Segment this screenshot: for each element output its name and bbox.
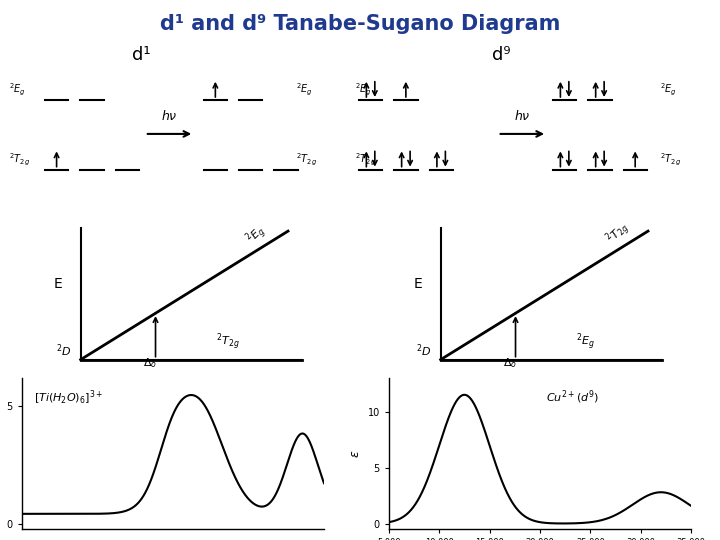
Text: d⁹: d⁹	[492, 46, 510, 64]
Text: $^2E_g$: $^2E_g$	[355, 82, 372, 98]
Text: $^2D$: $^2D$	[415, 342, 431, 359]
Text: $^2E_g$: $^2E_g$	[576, 330, 595, 352]
Text: $^2T_{2g}$: $^2T_{2g}$	[602, 217, 634, 249]
Text: $^2E_g$: $^2E_g$	[9, 82, 25, 98]
Text: $^2E_g$: $^2E_g$	[242, 221, 270, 249]
Text: $^2D$: $^2D$	[55, 342, 71, 359]
Text: $^2T_{2g}$: $^2T_{2g}$	[9, 152, 30, 168]
Text: $^2T_{2g}$: $^2T_{2g}$	[355, 152, 376, 168]
Text: $^2T_{2g}$: $^2T_{2g}$	[297, 152, 318, 168]
Text: d¹: d¹	[132, 46, 150, 64]
Text: d¹ and d⁹ Tanabe-Sugano Diagram: d¹ and d⁹ Tanabe-Sugano Diagram	[160, 14, 560, 33]
Text: $\Delta_o$: $\Delta_o$	[143, 356, 157, 370]
Text: $^2T_{2g}$: $^2T_{2g}$	[660, 152, 681, 168]
Text: E: E	[53, 277, 62, 291]
Text: E: E	[413, 277, 422, 291]
Text: $^2T_{2g}$: $^2T_{2g}$	[216, 330, 240, 352]
Text: $[Ti(H_2O)_6]^{3+}$: $[Ti(H_2O)_6]^{3+}$	[34, 389, 103, 407]
Text: $h\nu$: $h\nu$	[514, 109, 531, 123]
Text: $h\nu$: $h\nu$	[161, 109, 178, 123]
Text: $\Delta_o$: $\Delta_o$	[503, 356, 517, 370]
Text: $^2E_g$: $^2E_g$	[297, 82, 313, 98]
Text: $^2E_g$: $^2E_g$	[660, 82, 677, 98]
Y-axis label: $\varepsilon$: $\varepsilon$	[0, 449, 1, 458]
Y-axis label: $\varepsilon$: $\varepsilon$	[349, 449, 362, 458]
Text: $Cu^{2+}(d^9)$: $Cu^{2+}(d^9)$	[546, 389, 599, 406]
